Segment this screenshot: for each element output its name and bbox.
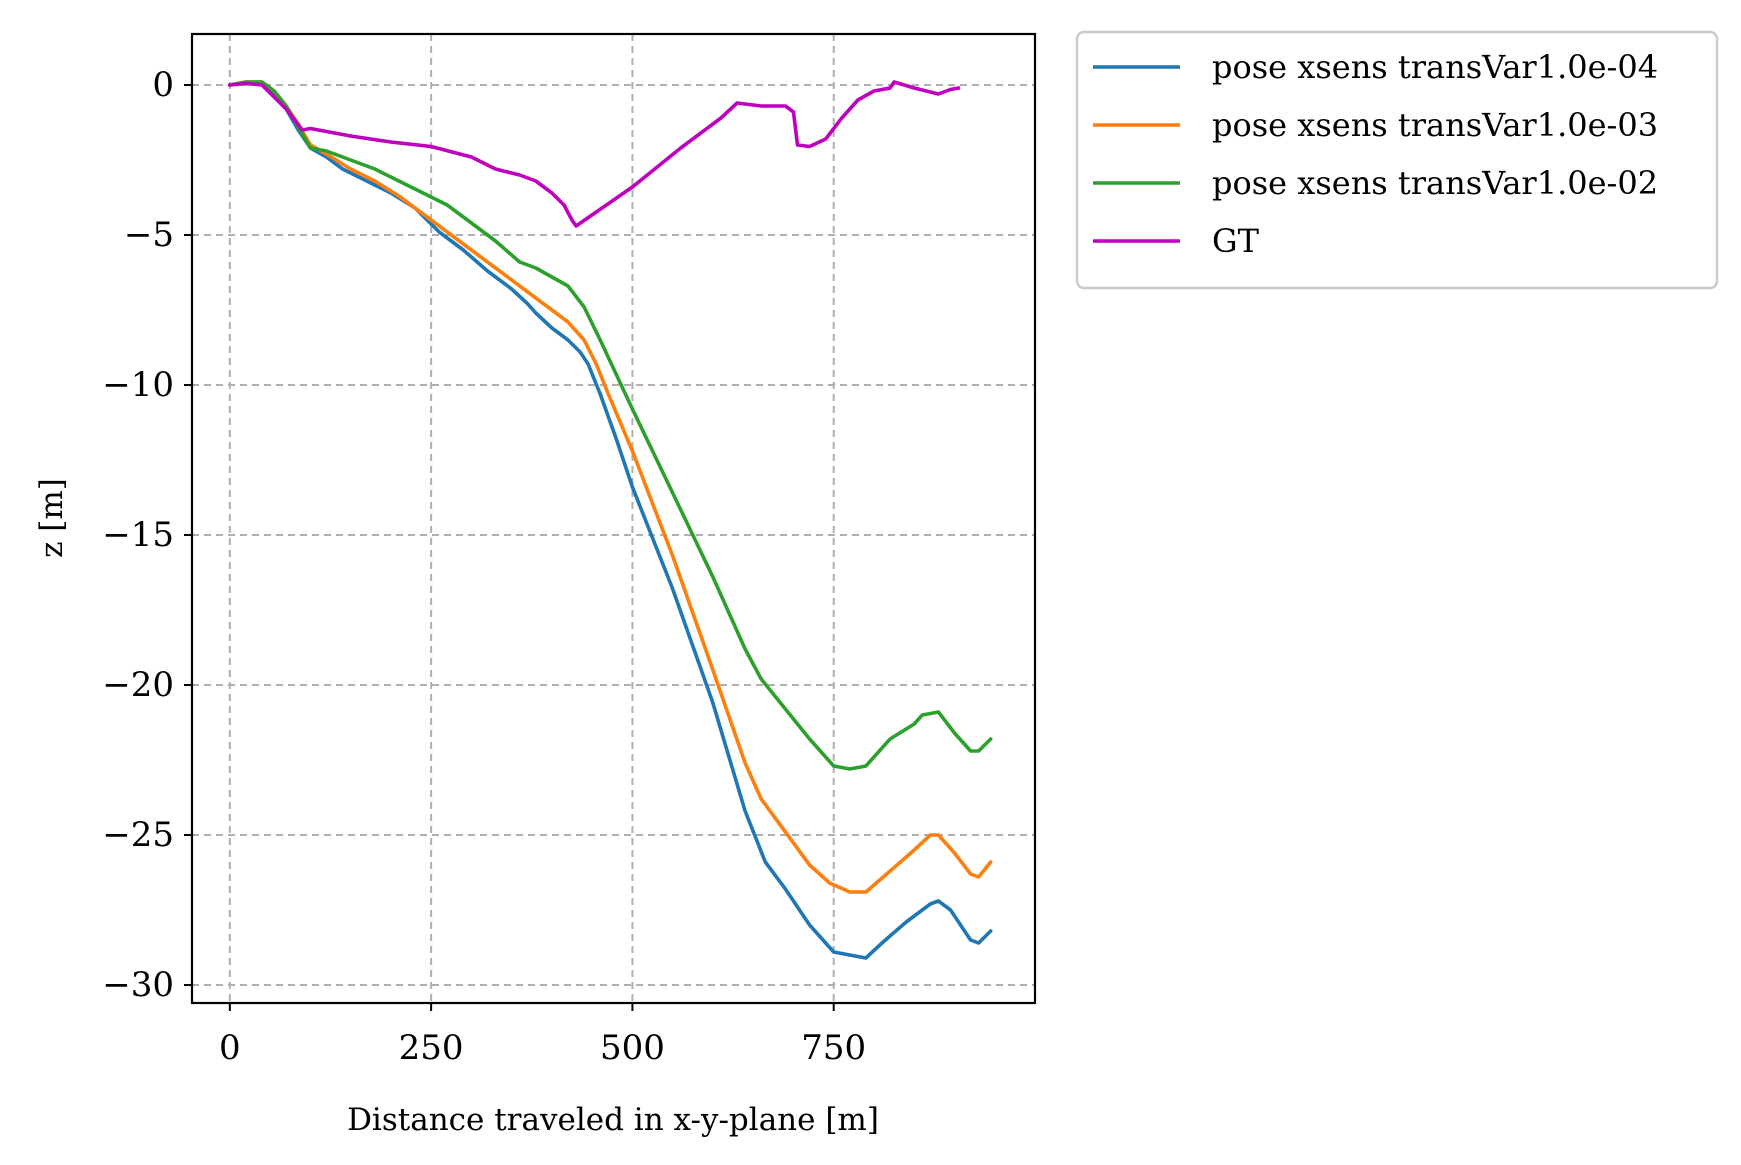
- y-tick-label: −5: [124, 215, 174, 255]
- y-tick-label: −15: [102, 515, 174, 555]
- y-tick-label: −25: [102, 815, 174, 855]
- legend-box: [1075, 30, 1719, 290]
- x-tick-label: 750: [801, 1028, 866, 1068]
- y-tick-label: −20: [102, 665, 174, 705]
- y-axis-ticks: 0 −5 −10 −15 −20 −25 −30: [102, 65, 192, 1005]
- legend-label: pose xsens transVar1.0e-03: [1212, 106, 1658, 144]
- legend: pose xsens transVar1.0e-04 pose xsens tra…: [1075, 30, 1719, 290]
- y-tick-label: −10: [102, 365, 174, 405]
- x-axis-ticks: 0 250 500 750: [219, 1003, 866, 1068]
- y-tick-label: −30: [102, 965, 174, 1005]
- y-axis-title: z [m]: [34, 478, 70, 558]
- series-lines: [228, 80, 993, 960]
- plot-frame: [190, 32, 1037, 1005]
- legend-label: GT: [1212, 222, 1260, 260]
- x-tick-label: 250: [399, 1028, 464, 1068]
- x-axis-title: Distance traveled in x-y-plane [m]: [347, 1102, 879, 1138]
- x-tick-label: 0: [219, 1028, 241, 1068]
- y-tick-label: 0: [152, 65, 174, 105]
- series-line-4: [228, 80, 961, 228]
- series-line-3: [228, 80, 993, 771]
- legend-label: pose xsens transVar1.0e-02: [1212, 164, 1658, 202]
- grid-lines: [192, 34, 1035, 1003]
- x-tick-label: 500: [600, 1028, 665, 1068]
- series-line-1: [228, 80, 993, 960]
- legend-label: pose xsens transVar1.0e-04: [1212, 48, 1658, 86]
